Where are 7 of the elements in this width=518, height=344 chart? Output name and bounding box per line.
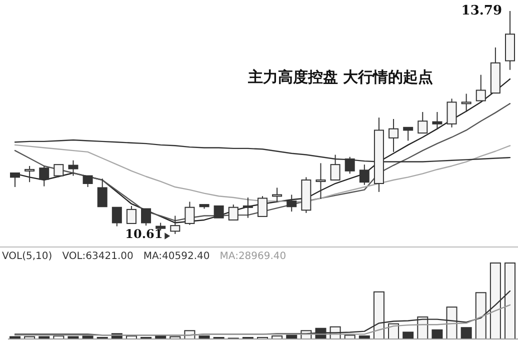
annotation: 主力高度控盘 大行情的起点	[247, 68, 434, 86]
text: MA:40592.40	[143, 251, 210, 262]
annotation: 13.79	[461, 4, 502, 18]
annotation: 10.61	[125, 227, 163, 241]
text: VOL(5,10)	[2, 251, 52, 262]
text: MA:28969.40	[220, 251, 286, 262]
text: VOL:63421.00	[62, 251, 134, 262]
